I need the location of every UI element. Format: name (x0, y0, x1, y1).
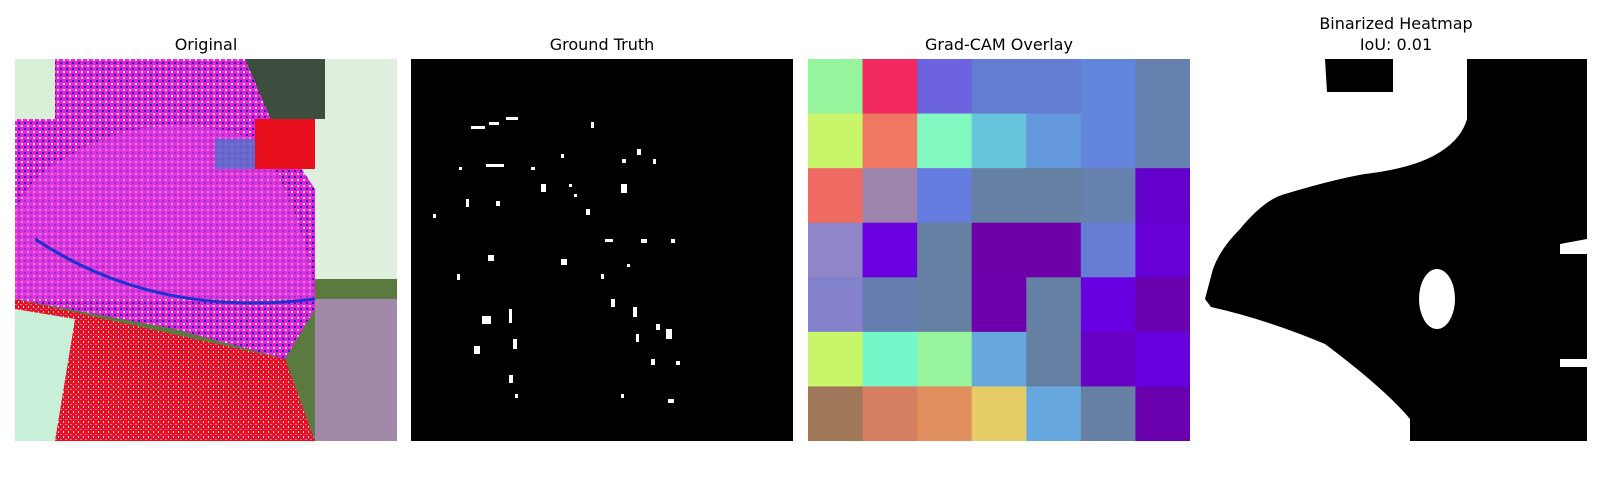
gradcam-cell (862, 277, 918, 333)
gradcam-cell (862, 222, 918, 278)
iou-label: IoU: 0.01 (1359, 35, 1433, 54)
gradcam-cell (1135, 331, 1190, 387)
gradcam-cell (971, 59, 1027, 115)
original-title: Original (174, 35, 238, 54)
gradcam-title: Grad-CAM Overlay (925, 35, 1073, 54)
gradcam-cell (862, 168, 918, 224)
gradcam-cell (917, 386, 973, 441)
gradcam-cell (1135, 222, 1190, 278)
gradcam-cell (862, 113, 918, 169)
gradcam-cell (1026, 222, 1082, 278)
gradcam-cell (808, 113, 864, 169)
gradcam-cell (971, 277, 1027, 333)
gradcam-cell (808, 331, 864, 387)
gradcam-cell (917, 331, 973, 387)
gradcam-cell (1080, 386, 1136, 441)
gradcam-cell (808, 222, 864, 278)
ground-truth-title: Ground Truth (549, 35, 655, 54)
gradcam-cell (808, 277, 864, 333)
gradcam-cell (1026, 331, 1082, 387)
gradcam-cell (1135, 113, 1190, 169)
binarized-title: Binarized Heatmap IoU: 0.01 (1205, 13, 1587, 55)
gradcam-cell (862, 59, 918, 115)
gradcam-cell (808, 168, 864, 224)
ground-truth-mask (411, 59, 793, 441)
gradcam-overlay-grid (808, 59, 1190, 441)
original-image (15, 59, 397, 441)
gradcam-cell (1080, 331, 1136, 387)
gradcam-cell (917, 222, 973, 278)
gradcam-cell (1080, 59, 1136, 115)
gradcam-cell (917, 59, 973, 115)
gradcam-cell (971, 222, 1027, 278)
binarized-title-line1: Binarized Heatmap (1319, 14, 1473, 33)
gradcam-cell (917, 113, 973, 169)
gradcam-cell (1026, 277, 1082, 333)
gradcam-cell (971, 331, 1027, 387)
gradcam-cell (1135, 386, 1190, 441)
gradcam-cell (917, 277, 973, 333)
gradcam-cell (1135, 277, 1190, 333)
gradcam-cell (1135, 168, 1190, 224)
gradcam-cell (1026, 386, 1082, 441)
gradcam-cell (862, 386, 918, 441)
gradcam-cell (1080, 277, 1136, 333)
gradcam-cell (1026, 113, 1082, 169)
gradcam-cell (862, 331, 918, 387)
gradcam-cell (1026, 59, 1082, 115)
binarized-heatmap (1205, 59, 1587, 441)
gradcam-cell (1026, 168, 1082, 224)
gradcam-cell (971, 113, 1027, 169)
gradcam-cell (1080, 222, 1136, 278)
gradcam-cell (917, 168, 973, 224)
gradcam-cell (1135, 59, 1190, 115)
gradcam-cell (971, 168, 1027, 224)
gradcam-cell (971, 386, 1027, 441)
gradcam-cell (1080, 168, 1136, 224)
gradcam-cell (1080, 113, 1136, 169)
gradcam-cell (808, 386, 864, 441)
gradcam-cell (808, 59, 864, 115)
